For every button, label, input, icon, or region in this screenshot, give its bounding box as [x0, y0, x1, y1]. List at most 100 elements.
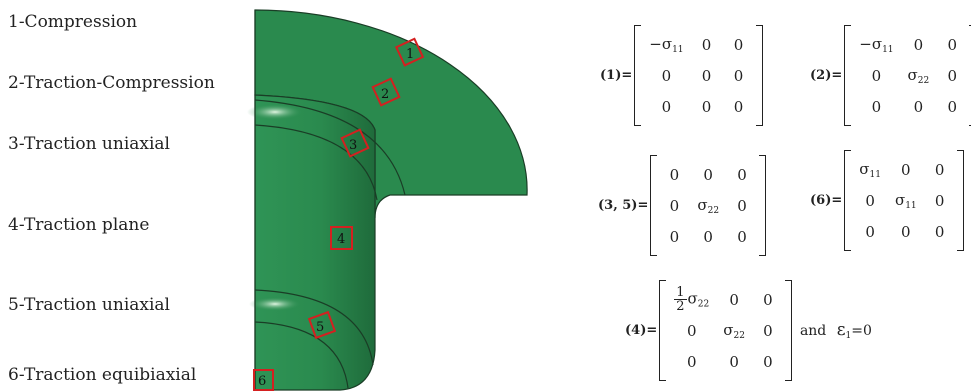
- marker-3-label: 3: [349, 138, 357, 153]
- matrix-cell: 0: [726, 159, 758, 190]
- matrix-subscript: 11: [672, 44, 684, 55]
- matrix-entry: 0: [661, 66, 672, 85]
- matrix-cell: 0: [691, 60, 723, 91]
- marker-4: [330, 226, 353, 250]
- matrix-entry: 0: [669, 196, 680, 215]
- flanged-part-illustration: 1 2 3 4 5 6: [247, 9, 528, 391]
- matrix-cell: 0: [936, 29, 968, 60]
- matrix-entry: 0: [701, 97, 712, 116]
- matrix-cell: σ22: [690, 190, 726, 221]
- matrix-4-label: (4)=: [625, 323, 658, 338]
- matrix-cell: σ11: [888, 185, 924, 216]
- matrix-row: 0 0 0: [642, 60, 754, 91]
- matrix-cell: 0: [726, 221, 758, 252]
- matrix-cell: 0: [723, 91, 755, 122]
- matrix-entry: 0: [901, 160, 911, 179]
- matrix-entry: 0: [733, 97, 744, 116]
- epsilon-symbol: ε: [836, 320, 846, 340]
- matrix-2-bracket: −σ11 0 0 0 σ22 0 0 0 0: [844, 25, 971, 126]
- matrix-cell: 0: [691, 29, 723, 60]
- matrix-entry: 0: [703, 165, 713, 184]
- matrix-6-bracket: σ11 0 0 0 σ11 0 0 0 0: [844, 150, 965, 251]
- matrix-entry: 0: [947, 66, 957, 85]
- matrix-row: 0 0 0: [658, 221, 758, 252]
- matrix-entry: 0: [733, 35, 744, 54]
- matrix-cell: 0: [642, 60, 690, 91]
- matrix-entry: 0: [729, 352, 739, 371]
- fraction-denominator: 2: [676, 299, 685, 314]
- matrix-subscript: 22: [707, 205, 720, 216]
- matrix-entry: 0: [934, 160, 945, 179]
- fillet-edge-lower-inner: [254, 321, 349, 389]
- matrix-entry: 0: [947, 97, 957, 116]
- zone-label-4: 4-Traction plane: [8, 215, 150, 235]
- matrix-cell: 0: [716, 346, 752, 377]
- matrix-entry: 0: [934, 191, 945, 210]
- matrix-4-condition: and ε1=0: [800, 320, 872, 341]
- epsilon-value: =0: [851, 323, 872, 339]
- matrix-entry: 0: [865, 191, 875, 210]
- matrix-entry: 0: [701, 35, 712, 54]
- zone-label-2: 2-Traction-Compression: [8, 73, 215, 93]
- matrix-entry: 0: [901, 222, 911, 241]
- matrix-cell: 0: [901, 29, 937, 60]
- matrix-cell: 0: [642, 91, 690, 122]
- matrix-entry: σ: [697, 195, 708, 214]
- matrix-3-5-label: (3, 5)=: [598, 198, 649, 213]
- matrix-subscript: 11: [905, 200, 917, 211]
- matrix-cell: 0: [658, 159, 690, 190]
- matrix-cell: σ22: [901, 60, 937, 91]
- matrix-cell: σ22: [716, 315, 752, 346]
- matrix-entry: 0: [669, 227, 680, 246]
- matrix-cell: 0: [752, 315, 784, 346]
- matrix-1-label: (1)=: [600, 68, 633, 83]
- matrix-entry: −σ: [649, 34, 673, 53]
- matrix-subscript: 11: [882, 44, 894, 55]
- zone-label-3: 3-Traction uniaxial: [8, 134, 170, 154]
- matrix-entry: 0: [733, 66, 744, 85]
- matrix-entry: 0: [947, 35, 957, 54]
- matrix-entry: 0: [913, 35, 924, 54]
- fillet-edge-upper-outer: [254, 99, 406, 196]
- matrix-entry: 0: [763, 352, 773, 371]
- matrix-subscript: 11: [869, 169, 881, 180]
- matrix-row: 0 0 0: [642, 91, 754, 122]
- marker-5-label: 5: [316, 320, 324, 335]
- matrix-cell: 0: [924, 216, 956, 247]
- matrix-row: 0 0 0: [667, 346, 784, 377]
- marker-1: [394, 37, 425, 67]
- matrix-row: 0 0 0: [852, 91, 968, 122]
- matrix-row: −σ11 0 0: [642, 29, 754, 60]
- fillet-edge-upper-inner: [254, 124, 378, 201]
- zone-labels-list: 1-Compression 2-Traction-Compression 3-T…: [0, 0, 240, 392]
- epsilon-subscript: 1: [845, 331, 852, 341]
- matrix-entry: 0: [686, 352, 697, 371]
- matrix-3-5-bracket: 0 0 0 0 σ22 0 0 0 0: [650, 155, 766, 256]
- matrix-cell: 0: [852, 91, 900, 122]
- matrix-cell: 0: [852, 60, 900, 91]
- matrix-1: (1)= −σ11 0 0 0 0 0 0 0 0: [600, 25, 763, 126]
- matrix-cell: 0: [690, 159, 726, 190]
- matrix-entry: 0: [913, 97, 924, 116]
- zone-label-6: 6-Traction equibiaxial: [8, 365, 197, 385]
- matrix-entry: 0: [669, 165, 680, 184]
- matrix-6: (6)= σ11 0 0 0 σ11 0 0 0 0: [810, 150, 965, 251]
- matrix-row: 0 0 0: [852, 216, 955, 247]
- marker-3: [340, 128, 370, 158]
- matrix-subscript: 22: [733, 330, 745, 341]
- matrix-cell: 0: [888, 154, 924, 185]
- matrix-entry: 0: [701, 66, 712, 85]
- matrix-4: (4)= 1 2 σ22 0 0 0 σ22 0 0 0 0 and ε1=0: [625, 280, 872, 381]
- matrix-cell: σ11: [852, 154, 888, 185]
- matrix-entry: 0: [865, 222, 875, 241]
- matrix-entry: 0: [871, 66, 882, 85]
- matrix-entry: 0: [737, 227, 747, 246]
- matrix-cell: 0: [723, 29, 755, 60]
- matrix-entry: 0: [763, 321, 773, 340]
- marker-4-label: 4: [337, 232, 345, 247]
- matrix-cell: 0: [852, 216, 888, 247]
- matrix-subscript: 22: [697, 299, 710, 310]
- matrix-entry: σ: [723, 320, 734, 339]
- matrix-cell: 0: [936, 91, 968, 122]
